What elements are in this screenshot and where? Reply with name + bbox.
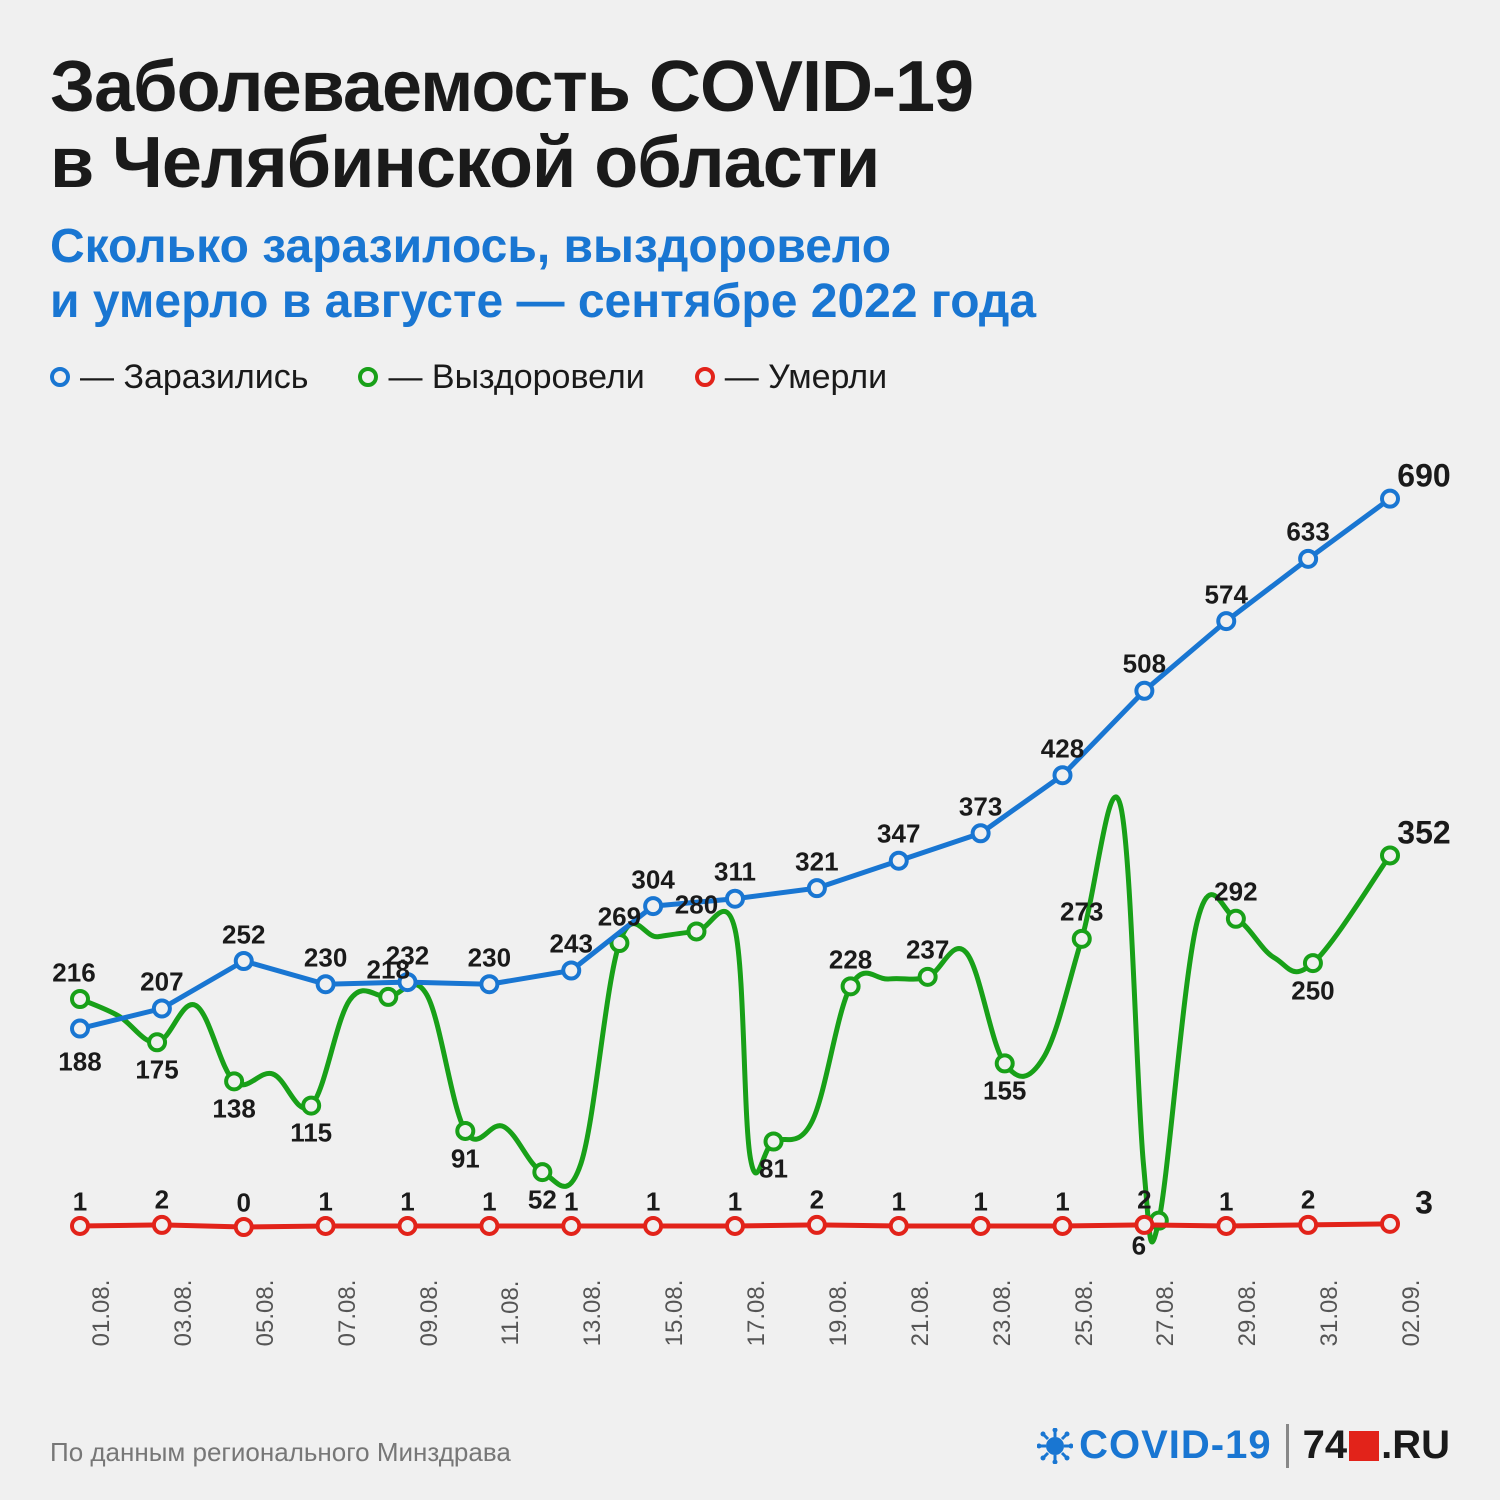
x-axis-tick: 01.08. [88,1279,116,1346]
brand-block: COVID-19 74 .RU [1037,1423,1450,1468]
data-point-label: 175 [135,1054,178,1085]
title-line-1: Заболеваемость COVID-19 [50,47,973,127]
data-point-label: 243 [550,929,593,960]
data-point-label: 228 [829,944,872,975]
brand-red-square-icon [1349,1431,1379,1461]
x-axis-tick: 15.08. [661,1279,689,1346]
data-point-label: 237 [906,935,949,966]
line-chart: 2161751381152189152269280812282371552736… [50,427,1450,1347]
x-axis-tick: 25.08. [1071,1279,1099,1346]
data-point-label: 155 [983,1075,1026,1106]
subtitle-line-1: Сколько заразилось, выздоровело [50,220,891,273]
data-point-label: 252 [222,919,265,950]
data-point-label: 2 [1137,1185,1151,1216]
data-point-label: 1 [482,1186,496,1217]
x-axis-tick: 03.08. [170,1279,198,1346]
data-point-label: 1 [73,1186,87,1217]
data-point-label: 91 [451,1143,480,1174]
data-point-label: 115 [290,1118,332,1149]
x-axis-tick: 09.08. [416,1279,444,1346]
data-point-label: 1 [973,1186,987,1217]
data-point-label: 216 [52,957,95,988]
data-point-label: 2 [810,1185,824,1216]
data-point-label: 292 [1214,877,1257,908]
data-point-label: 2 [155,1185,169,1216]
data-point-label: 1 [646,1186,660,1217]
legend-label-deaths: — Умерли [725,358,887,397]
data-point-label: 352 [1397,815,1450,852]
data-point-label: 81 [759,1154,788,1185]
data-point-label: 1 [1219,1186,1233,1217]
x-axis-tick: 27.08. [1152,1279,1180,1346]
x-axis-tick: 23.08. [989,1279,1017,1346]
data-point-label: 373 [959,791,1002,822]
data-point-label: 574 [1205,579,1248,610]
brand-74-text: 74 [1303,1423,1348,1468]
legend-label-infected: — Заразились [80,358,308,397]
legend: — Заразились — Выздоровели — Умерли [50,358,1450,397]
footer: По данным регионального Минздрава COVID-… [50,1423,1450,1468]
data-point-label: 230 [468,942,511,973]
data-point-label: 138 [212,1093,255,1124]
data-point-label: 0 [237,1187,251,1218]
x-axis-tick: 05.08. [252,1279,280,1346]
brand-covid: COVID-19 [1037,1423,1272,1468]
data-point-label: 52 [528,1184,557,1215]
data-point-label: 321 [795,846,838,877]
data-point-label: 428 [1041,733,1084,764]
data-point-label: 1 [564,1186,578,1217]
title-line-2: в Челябинской области [50,123,879,203]
data-point-label: 250 [1291,975,1334,1006]
brand-covid-text: COVID-19 [1079,1423,1272,1468]
data-point-label: 6 [1132,1231,1146,1262]
legend-marker-recovered [358,367,378,387]
subtitle-line-2: и умерло в августе — сентябре 2022 года [50,275,1036,328]
legend-item-recovered: — Выздоровели [358,358,644,397]
x-axis-tick: 07.08. [334,1279,362,1346]
data-point-label: 633 [1286,517,1329,548]
x-axis-tick: 13.08. [579,1279,607,1346]
data-point-label: 1 [318,1186,332,1217]
legend-marker-infected [50,367,70,387]
legend-label-recovered: — Выздоровели [388,358,644,397]
data-point-label: 690 [1397,458,1450,495]
chart-subtitle: Сколько заразилось, выздоровело и умерло… [50,219,1450,329]
legend-item-infected: — Заразились [50,358,308,397]
virus-icon [1037,1428,1073,1464]
x-axis-tick: 19.08. [825,1279,853,1346]
data-point-label: 347 [877,819,920,850]
data-point-label: 230 [304,942,347,973]
x-axis-tick: 29.08. [1234,1279,1262,1346]
data-point-label: 1 [400,1186,414,1217]
data-point-label: 280 [675,890,718,921]
x-axis-tick: 31.08. [1316,1279,1344,1346]
brand-ru-text: .RU [1381,1423,1450,1468]
data-point-label: 232 [386,940,429,971]
data-point-label: 269 [598,901,641,932]
data-point-label: 207 [140,967,183,998]
x-axis-tick: 17.08. [743,1279,771,1346]
data-point-label: 273 [1060,897,1103,928]
data-point-label: 3 [1415,1185,1433,1222]
x-axis-tick: 21.08. [907,1279,935,1346]
data-point-label: 1 [892,1186,906,1217]
legend-marker-deaths [695,367,715,387]
data-point-label: 304 [631,864,674,895]
data-point-label: 188 [58,1047,101,1078]
x-axis-tick: 02.09. [1398,1279,1426,1346]
data-point-label: 1 [728,1186,742,1217]
chart-title: Заболеваемость COVID-19 в Челябинской об… [50,50,1450,201]
x-axis-tick: 11.08. [497,1280,525,1345]
data-point-label: 311 [714,857,756,888]
brand-separator [1286,1424,1289,1468]
source-text: По данным регионального Минздрава [50,1437,511,1468]
data-point-label: 1 [1055,1186,1069,1217]
legend-item-deaths: — Умерли [695,358,887,397]
brand-74ru: 74 .RU [1303,1423,1450,1468]
data-point-label: 508 [1123,649,1166,680]
data-point-label: 2 [1301,1185,1315,1216]
